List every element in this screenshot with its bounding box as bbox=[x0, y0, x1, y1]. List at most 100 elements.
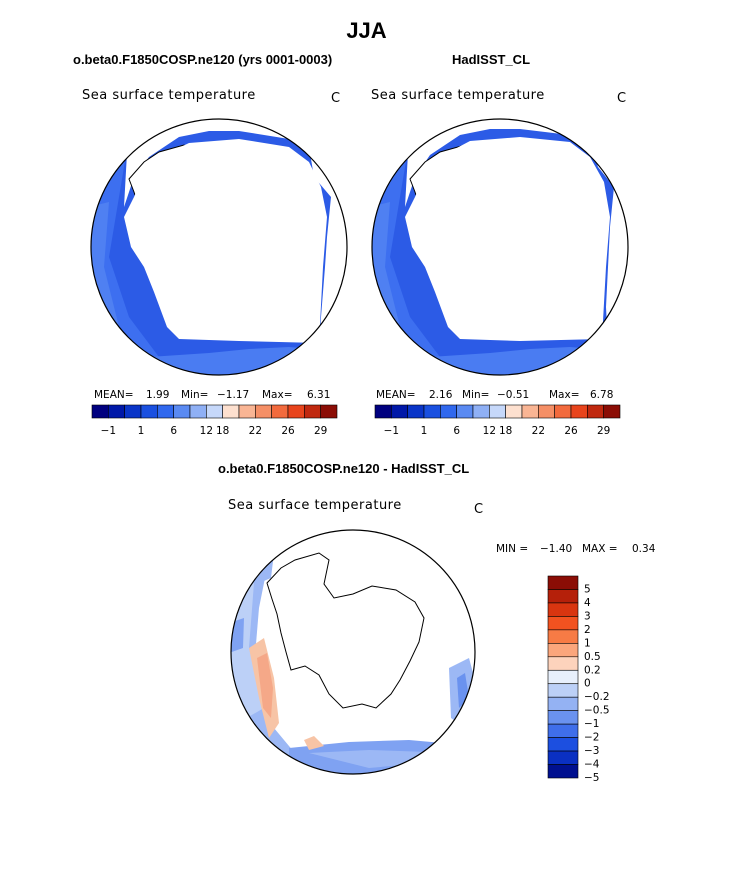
left-colorbar-swatch bbox=[271, 404, 289, 419]
left-colorbar-swatch bbox=[173, 404, 191, 419]
left-colorbar-tick-label: 18 bbox=[216, 425, 229, 437]
right-panel-units: C bbox=[617, 91, 627, 106]
diff-colorbar-swatch bbox=[547, 696, 579, 711]
diff-panel-units: C bbox=[474, 502, 484, 517]
right-colorbar-swatch bbox=[538, 404, 555, 419]
diff-sst-map bbox=[230, 529, 476, 775]
diff-colorbar-swatch bbox=[547, 669, 579, 685]
left-colorbar-swatch bbox=[255, 404, 272, 419]
right-colorbar-tick-label: 12 bbox=[483, 425, 496, 437]
right-colorbar-swatch bbox=[391, 404, 408, 419]
diff-max-label: MAX = bbox=[582, 543, 618, 555]
left-min-value: −1.17 bbox=[217, 389, 250, 401]
diff-colorbar-label: −0.5 bbox=[584, 705, 610, 717]
diff-colorbar-swatch bbox=[547, 589, 579, 604]
left-max-label: Max= bbox=[262, 389, 293, 401]
right-colorbar-swatch bbox=[603, 404, 621, 419]
diff-colorbar-swatch bbox=[547, 616, 579, 631]
right-min-label: Min= bbox=[462, 389, 490, 401]
diff-colorbar-swatch bbox=[547, 602, 579, 617]
diff-colorbar-swatch bbox=[547, 750, 579, 765]
left-panel-header: o.beta0.F1850COSP.ne120 (yrs 0001-0003) bbox=[73, 52, 333, 67]
right-mean-value: 2.16 bbox=[429, 389, 453, 401]
diff-colorbar: 5 43 21 0.50.2 0−0.2 −0.5−1 −2−3 −4−5 bbox=[547, 575, 610, 784]
diff-colorbar-swatch bbox=[547, 656, 579, 671]
diff-colorbar-swatch bbox=[547, 643, 579, 658]
left-min-label: Min= bbox=[181, 389, 209, 401]
left-colorbar-swatch bbox=[157, 404, 174, 419]
right-max-value: 6.78 bbox=[590, 389, 614, 401]
diff-colorbar-label: 2 bbox=[584, 624, 591, 636]
diff-colorbar-label: 0.2 bbox=[584, 664, 601, 676]
right-colorbar-swatch bbox=[423, 404, 441, 419]
diff-colorbar-swatch bbox=[547, 629, 579, 644]
right-colorbar-tick-label: 1 bbox=[421, 425, 428, 437]
right-colorbar-swatch bbox=[505, 404, 523, 419]
right-colorbar-swatch bbox=[472, 404, 490, 419]
figure-title: JJA bbox=[346, 18, 387, 43]
left-colorbar-swatch bbox=[91, 404, 109, 419]
diff-colorbar-swatch bbox=[547, 764, 579, 779]
left-mean-label: MEAN= bbox=[94, 389, 134, 401]
left-colorbar-swatch bbox=[108, 404, 125, 419]
right-panel-header: HadISST_CL bbox=[452, 52, 531, 67]
right-colorbar-tick-label: 26 bbox=[564, 425, 578, 437]
left-max-value: 6.31 bbox=[307, 389, 331, 401]
right-colorbar-swatch bbox=[521, 404, 539, 419]
left-colorbar-tick-label: 6 bbox=[170, 425, 177, 437]
diff-colorbar-label: 3 bbox=[584, 610, 591, 622]
diff-colorbar-label: 0 bbox=[584, 678, 591, 690]
right-sst-map bbox=[371, 118, 629, 376]
left-sst-map bbox=[90, 118, 348, 376]
diff-colorbar-swatch bbox=[547, 723, 579, 738]
right-colorbar-tick-label: −1 bbox=[384, 425, 399, 437]
diff-panel-variable: Sea surface temperature bbox=[228, 498, 402, 513]
right-colorbar-tick-label: 22 bbox=[532, 425, 545, 437]
left-colorbar-swatch bbox=[189, 404, 207, 419]
left-colorbar-tick-label: 1 bbox=[138, 425, 145, 437]
diff-colorbar-label: −4 bbox=[584, 759, 600, 771]
diff-colorbar-label: −5 bbox=[584, 772, 599, 784]
diff-colorbar-swatch bbox=[547, 737, 579, 752]
diff-colorbar-label: −2 bbox=[584, 732, 599, 744]
right-colorbar-swatch bbox=[407, 404, 425, 419]
left-colorbar-tick-label: 22 bbox=[249, 425, 262, 437]
diff-colorbar-swatch bbox=[547, 710, 579, 725]
right-panel-variable: Sea surface temperature bbox=[371, 88, 545, 103]
left-colorbar-tick-label: 12 bbox=[200, 425, 213, 437]
diff-colorbar-label: 5 bbox=[584, 583, 591, 595]
right-colorbar-swatch bbox=[374, 404, 392, 419]
diff-colorbar-swatch bbox=[547, 683, 579, 698]
left-colorbar-swatch bbox=[222, 404, 240, 419]
right-colorbar-swatch bbox=[554, 404, 572, 419]
diff-colorbar-label: 0.5 bbox=[584, 651, 601, 663]
left-colorbar-swatch bbox=[287, 404, 305, 419]
right-colorbar-tick-label: 18 bbox=[499, 425, 512, 437]
diff-panel-header: o.beta0.F1850COSP.ne120 - HadISST_CL bbox=[218, 461, 470, 476]
right-colorbar: −1 1 6 12 18 22 26 29 bbox=[374, 404, 621, 437]
right-mean-label: MEAN= bbox=[376, 389, 416, 401]
left-colorbar-swatch bbox=[238, 404, 256, 419]
right-min-value: −0.51 bbox=[497, 389, 530, 401]
diff-min-value: −1.40 bbox=[540, 543, 573, 555]
right-colorbar-swatch bbox=[489, 404, 506, 419]
left-mean-value: 1.99 bbox=[146, 389, 170, 401]
diff-colorbar-label: −3 bbox=[584, 745, 599, 757]
right-colorbar-swatch bbox=[570, 404, 588, 419]
diff-colorbar-label: −0.2 bbox=[584, 691, 610, 703]
left-colorbar-tick-label: 26 bbox=[281, 425, 295, 437]
right-max-label: Max= bbox=[549, 389, 580, 401]
right-colorbar-swatch bbox=[440, 404, 457, 419]
right-colorbar-tick-label: 29 bbox=[597, 425, 610, 437]
right-colorbar-swatch bbox=[456, 404, 474, 419]
left-colorbar-swatch bbox=[140, 404, 158, 419]
diff-min-label: MIN = bbox=[496, 543, 529, 555]
left-colorbar-swatch bbox=[304, 404, 321, 419]
diff-colorbar-label: −1 bbox=[584, 718, 599, 730]
diff-colorbar-label: 1 bbox=[584, 637, 591, 649]
right-colorbar-swatch bbox=[587, 404, 604, 419]
left-colorbar-swatch bbox=[124, 404, 142, 419]
right-colorbar-tick-label: 6 bbox=[453, 425, 460, 437]
diff-max-value: 0.34 bbox=[632, 543, 656, 555]
left-panel-variable: Sea surface temperature bbox=[82, 88, 256, 103]
